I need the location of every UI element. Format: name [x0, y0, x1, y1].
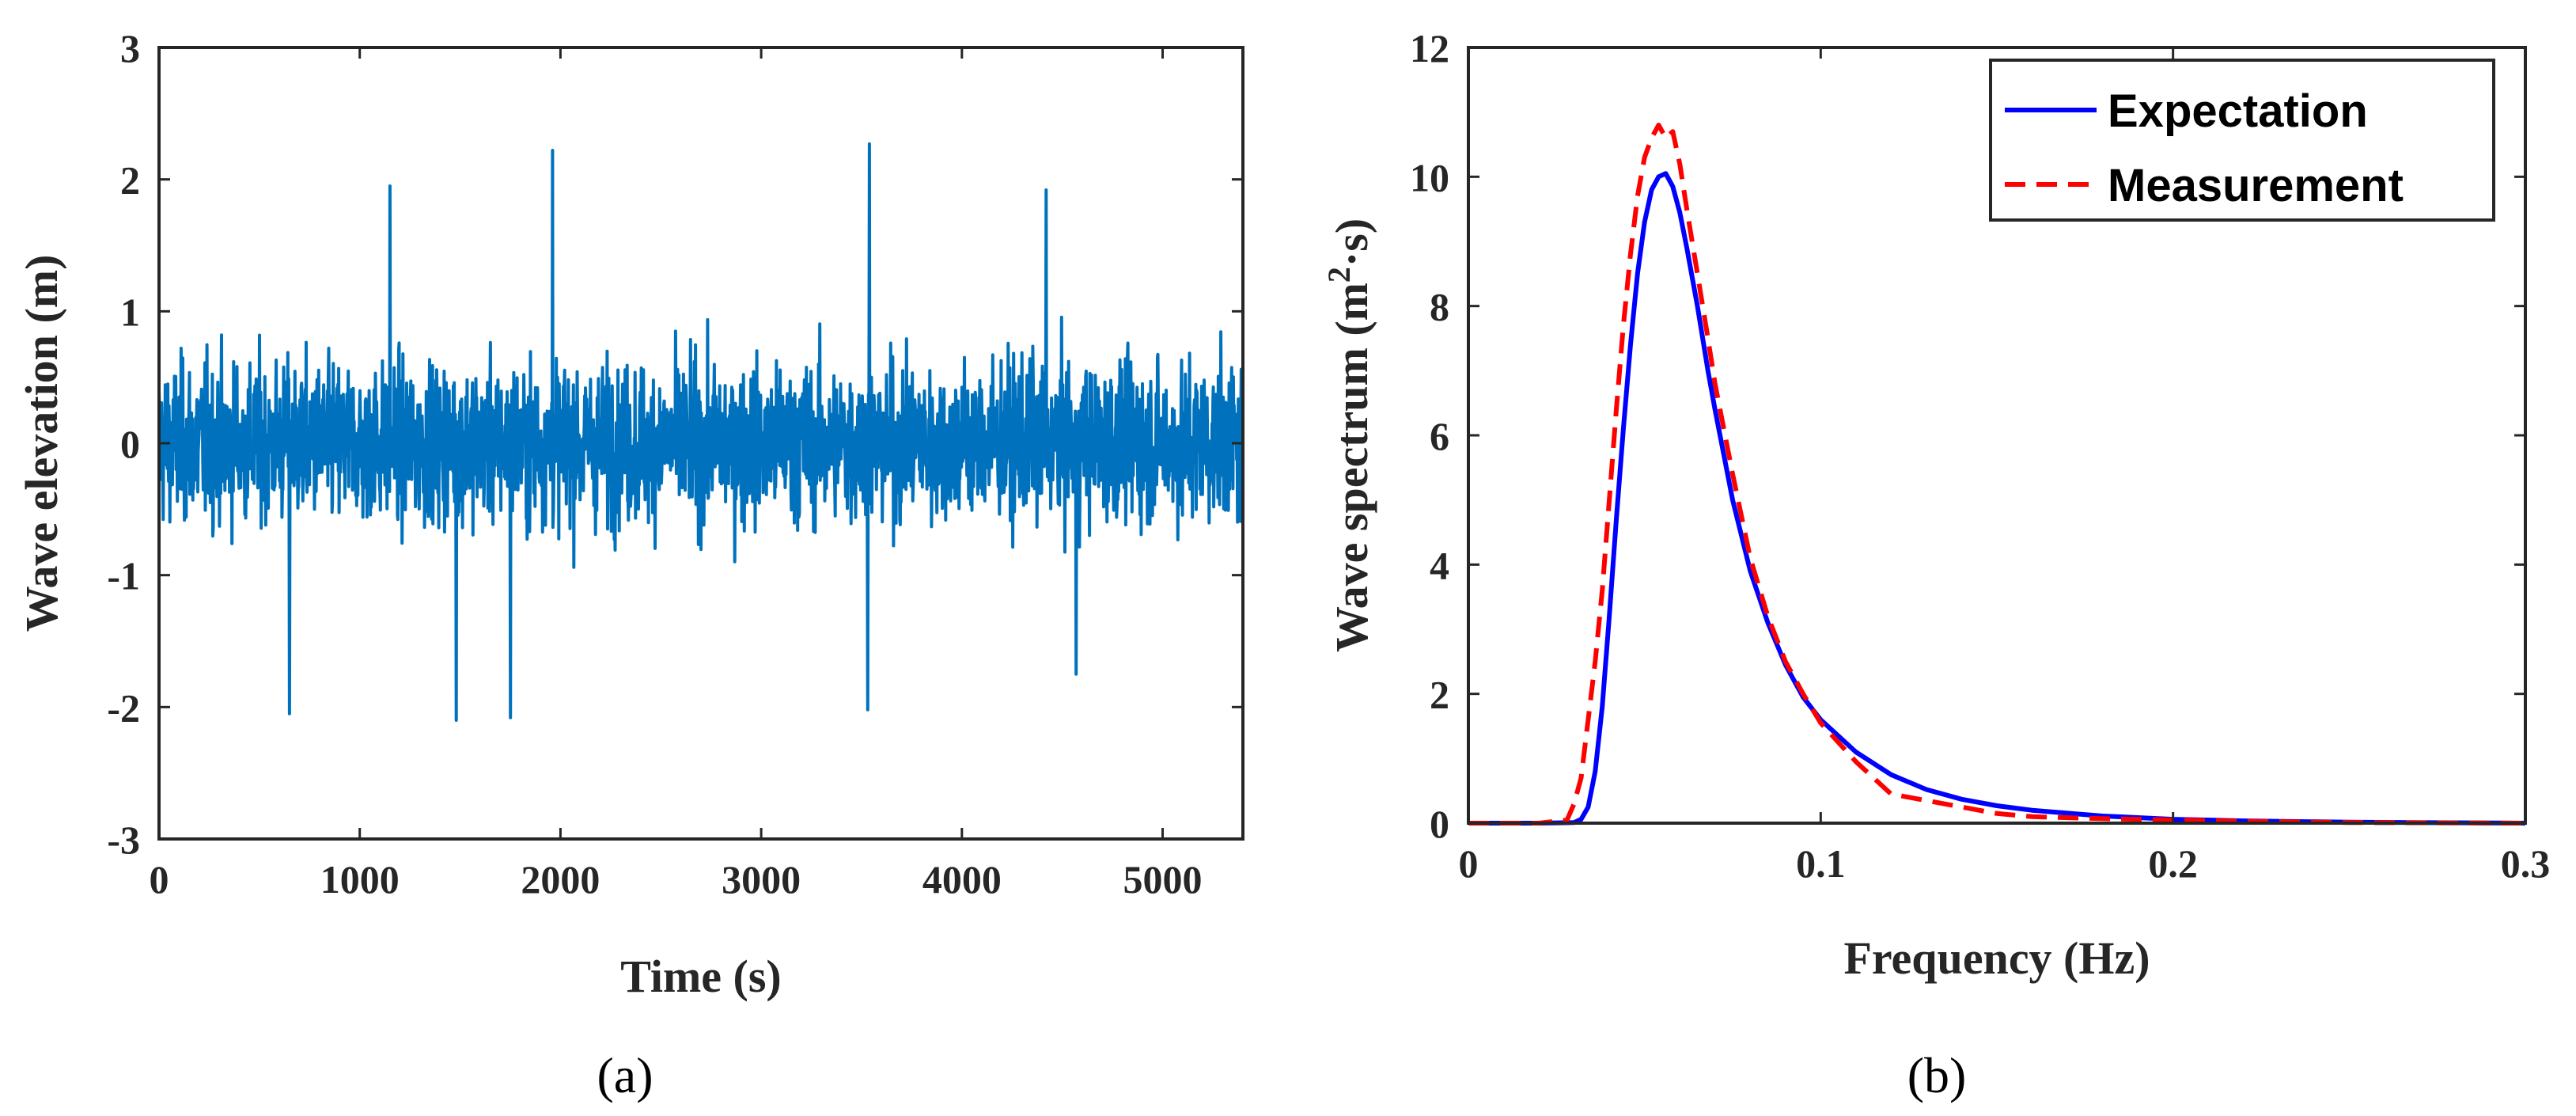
- legend-box: [1989, 59, 2495, 222]
- y-tick-label-b: 6: [1430, 414, 1449, 458]
- axis-ticks-a: 0 1000 2000 3000 4000 5000 -3 -2 -1 0 1 2 3: [107, 26, 1243, 902]
- y-axis-label-b-prefix: Wave spectrum (m: [1326, 283, 1377, 652]
- y-tick-label-a: -2: [107, 685, 140, 730]
- wave-elevation-series: [157, 142, 1244, 722]
- x-axis-label-b: Frequency (Hz): [1843, 932, 2150, 984]
- x-tick-label-b: 0: [1459, 841, 1479, 886]
- x-tick-label-a: 1000: [320, 857, 400, 902]
- y-tick-label-a: 3: [120, 26, 140, 70]
- y-axis-label-a: Wave elevation (m): [16, 255, 67, 632]
- x-tick-label-b: 0.1: [1796, 841, 1846, 886]
- spectrum-chart: 0 0.1 0.2 0.3 0 2 4 6 8 10 12 Frequency (Hz) Wave …: [1321, 26, 2550, 1103]
- x-axis-label-a: Time (s): [620, 951, 782, 1002]
- y-axis-label-b: Wave spectrum (m2·s): [1321, 218, 1377, 652]
- legend-label-measurement: Measurement: [2108, 160, 2404, 211]
- y-tick-label-a: 1: [120, 290, 140, 334]
- x-tick-label-a: 4000: [922, 857, 1002, 902]
- y-tick-label-a: -3: [107, 818, 140, 862]
- panel-label-a: (a): [597, 1047, 653, 1103]
- y-axis-label-b-suffix: ·s): [1326, 218, 1377, 267]
- y-tick-label-b: 4: [1430, 543, 1449, 587]
- y-axis-label-b-sup: 2: [1321, 267, 1357, 283]
- y-tick-label-a: 2: [120, 158, 140, 203]
- wave-elevation-line: [157, 142, 1244, 722]
- axis-ticks-b: 0 0.1 0.2 0.3 0 2 4 6 8 10 12: [1410, 26, 2550, 886]
- panel-label-b: (b): [1907, 1047, 1967, 1103]
- x-tick-label-a: 0: [150, 857, 169, 902]
- x-tick-label-a: 3000: [722, 857, 801, 902]
- y-tick-label-b: 12: [1410, 26, 1449, 70]
- legend: Expectation Measurement: [1989, 59, 2495, 222]
- x-tick-label-b: 0.2: [2148, 841, 2198, 886]
- time-series-chart: 0 1000 2000 3000 4000 5000 -3 -2 -1 0 1 2 3 Time (s)…: [16, 26, 1244, 1103]
- series-line-expectation: [1468, 171, 2526, 826]
- y-tick-label-a: -1: [107, 554, 140, 598]
- legend-label-expectation: Expectation: [2108, 85, 2368, 137]
- x-tick-label-a: 2000: [521, 857, 600, 902]
- y-tick-label-b: 0: [1430, 802, 1449, 846]
- x-tick-label-a: 5000: [1123, 857, 1203, 902]
- x-tick-label-b: 0.3: [2501, 841, 2551, 886]
- y-tick-label-a: 0: [120, 422, 140, 466]
- y-tick-label-b: 10: [1410, 155, 1449, 199]
- y-tick-label-b: 8: [1430, 285, 1449, 329]
- y-tick-label-b: 2: [1430, 673, 1449, 717]
- series-line-measurement: [1468, 123, 2526, 826]
- spectrum-series: [1468, 123, 2526, 826]
